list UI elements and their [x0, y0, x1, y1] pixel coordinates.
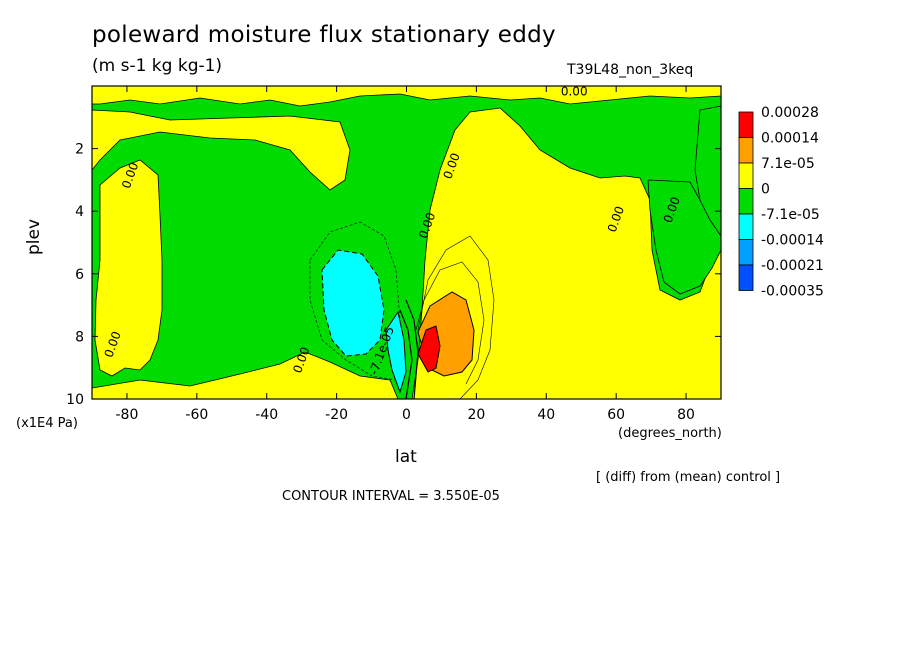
region-max-core	[417, 325, 441, 373]
legend-swatch	[738, 137, 754, 164]
legend-swatch	[738, 239, 754, 266]
x-axis-label: lat	[395, 447, 417, 467]
x-tick-label: 20	[467, 407, 485, 423]
legend-level-label: -0.00021	[761, 258, 824, 274]
run-name: T39L48_non_3keq	[567, 62, 694, 78]
x-tick-label: -40	[255, 407, 278, 423]
region-positive-upper-left	[92, 109, 351, 191]
contour-label: 0.00	[561, 84, 588, 98]
region-negative-core	[321, 249, 385, 357]
region-positive-east	[411, 107, 721, 399]
contour-line-positive-2	[415, 261, 485, 385]
chart-units: (m s-1 kg kg-1)	[92, 56, 223, 76]
legend-swatch	[738, 264, 754, 291]
y-tick-label: 4	[75, 204, 84, 220]
contour-line-equator-2	[405, 299, 419, 399]
x-tick-label: -60	[185, 407, 208, 423]
region-positive-band-south	[94, 159, 163, 377]
legend-level-label: -0.00014	[761, 233, 824, 249]
region-green-east-edge	[694, 105, 721, 237]
x-tick-label: -20	[325, 407, 348, 423]
y-tick-label: 6	[75, 267, 84, 283]
y-tick-label: 10	[66, 392, 84, 408]
contour-line-equator-1	[399, 309, 413, 399]
chart-title: poleward moisture flux stationary eddy	[92, 22, 556, 48]
x-tick-label: 80	[677, 407, 695, 423]
contour-line-positive-1	[417, 235, 495, 399]
x-tick-label: 40	[537, 407, 555, 423]
legend-level-label: 0.00014	[761, 131, 819, 147]
region-positive-upper	[92, 86, 721, 107]
x-axis-units: (degrees_north)	[618, 426, 722, 441]
region-positive-band-subtropics-south	[92, 351, 399, 399]
legend-level-label: -7.1e-05	[761, 207, 820, 223]
x-axis-ticks: -80 -60 -40 -20 0 20 40 60 80	[116, 86, 695, 423]
y-tick-label: 8	[75, 329, 84, 345]
legend-swatch	[738, 188, 754, 215]
legend-level-label: 0	[761, 182, 770, 198]
y-scale-note: (x1E4 Pa)	[16, 416, 78, 431]
region-negative-equator	[385, 310, 407, 394]
legend-swatch	[738, 111, 754, 138]
x-tick-label: -80	[116, 407, 139, 423]
y-axis-ticks: 2 4 6 8 10	[66, 142, 721, 408]
legend-level-label: 0.00028	[761, 105, 819, 121]
legend-level-label: 7.1e-05	[761, 156, 815, 172]
y-tick-label: 2	[75, 142, 84, 158]
color-legend: 0.00028 0.00014 7.1e-05 0 -7.1e-05 -0.00014 -0…	[738, 105, 824, 300]
legend-swatch	[738, 162, 754, 189]
legend-level-label: -0.00035	[761, 284, 824, 300]
legend-swatch	[738, 213, 754, 240]
filled-contours	[92, 86, 721, 399]
contour-interval: CONTOUR INTERVAL = 3.550E-05	[282, 489, 500, 504]
diff-note: [ (diff) from (mean) control ]	[596, 470, 781, 485]
x-tick-label: 0	[402, 407, 411, 423]
x-tick-label: 60	[607, 407, 625, 423]
